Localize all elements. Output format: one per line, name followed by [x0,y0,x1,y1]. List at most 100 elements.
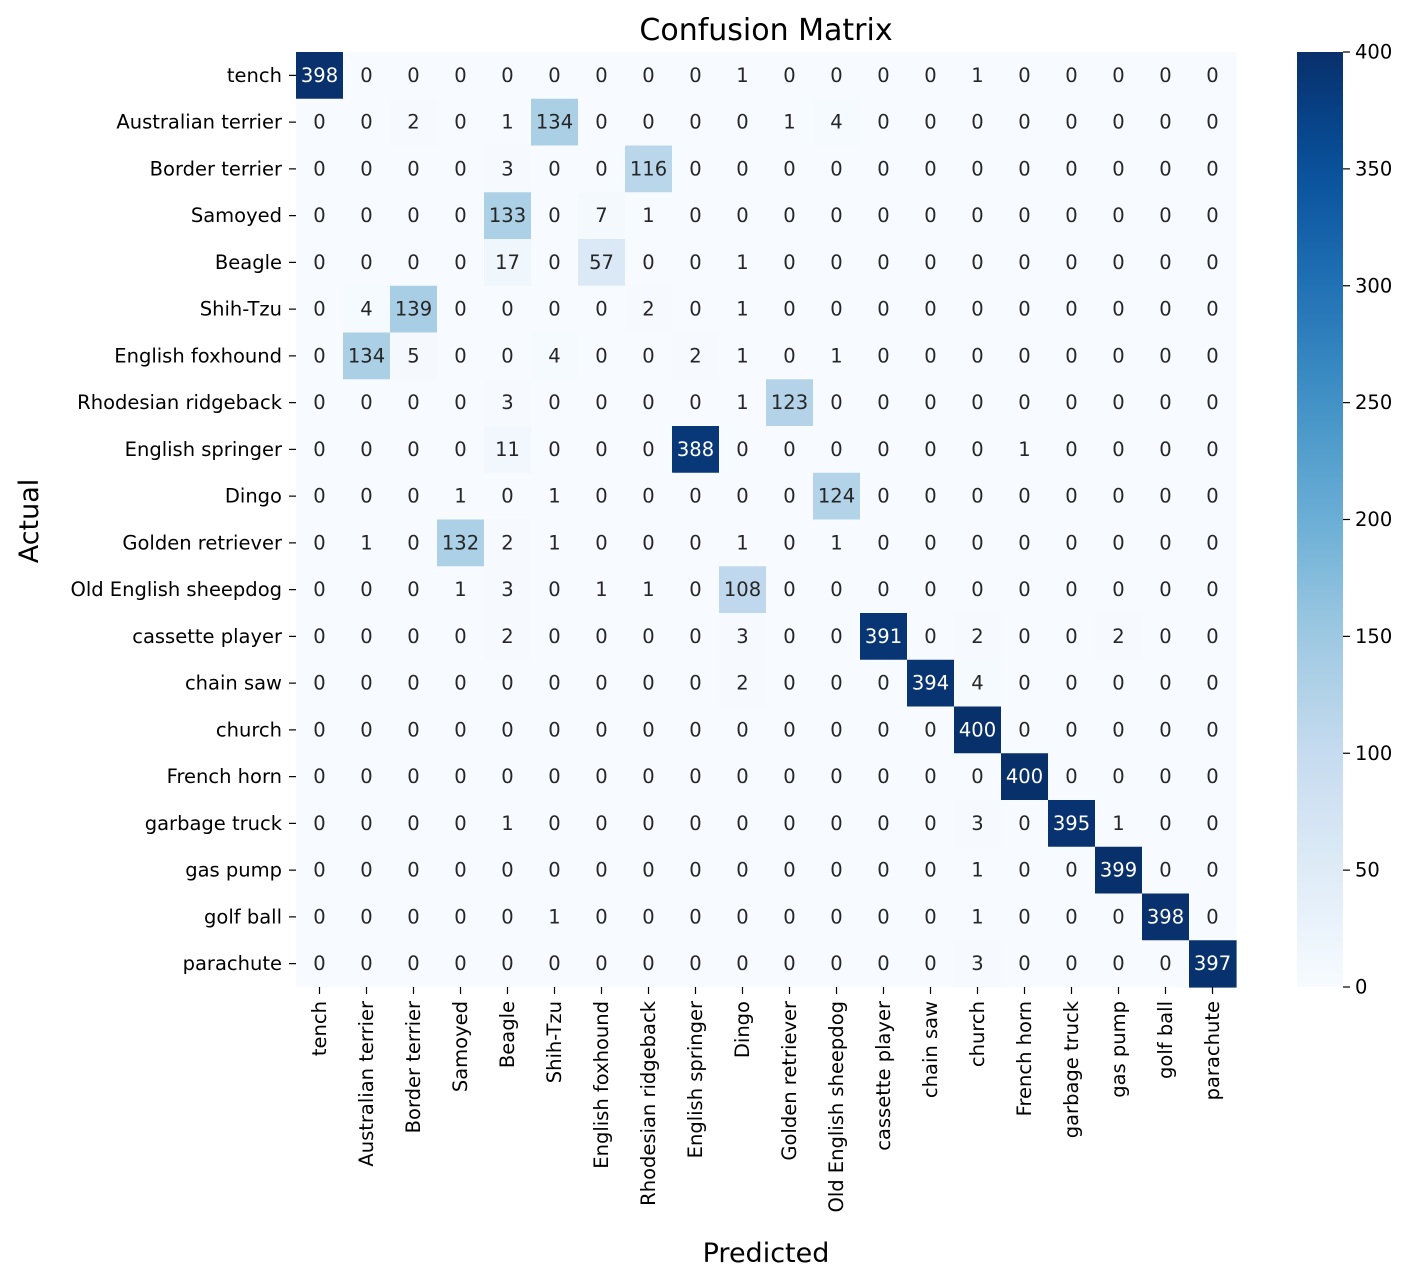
heatmap-cell [578,800,626,848]
heatmap-cell [719,753,767,801]
cell-annotation: 133 [489,204,526,227]
heatmap-cell [1189,519,1237,567]
cell-annotation: 0 [642,905,654,928]
cell-annotation: 0 [313,251,325,274]
cell-annotation: 0 [783,157,795,180]
cell-annotation: 1 [454,578,466,601]
y-tick-label: English springer [125,438,283,461]
cell-annotation: 0 [1206,438,1218,461]
cell-annotation: 395 [1053,812,1090,835]
heatmap-cell [578,566,626,614]
y-tick-label: Samoyed [191,204,282,227]
cell-annotation: 0 [501,672,513,695]
colorbar-tick-label: 50 [1355,859,1380,882]
cell-annotation: 0 [1018,204,1030,227]
heatmap-cell [437,285,485,334]
heatmap-cell [907,98,955,147]
cell-annotation: 0 [1206,859,1218,882]
cell-annotation: 0 [642,625,654,648]
heatmap-cell [578,753,626,801]
cell-annotation: 0 [689,157,701,180]
heatmap-cell [907,145,955,193]
cell-annotation: 0 [1018,812,1030,835]
cell-annotation: 0 [689,812,701,835]
cell-annotation: 0 [783,765,795,788]
cell-annotation: 0 [877,391,889,414]
cell-annotation: 1 [971,905,983,928]
cell-annotation: 0 [313,485,325,508]
cell-annotation: 0 [1206,111,1218,134]
heatmap-cell [390,659,438,708]
y-tick-label: cassette player [132,625,283,648]
heatmap-cell [1095,846,1143,895]
heatmap-cell [954,659,1002,708]
cell-annotation: 0 [736,765,748,788]
cell-annotation: 0 [595,812,607,835]
colorbar-tick-label: 350 [1355,157,1392,180]
heatmap-cell [672,426,720,474]
cell-annotation: 0 [1018,952,1030,975]
cell-annotation: 0 [360,485,372,508]
cell-annotation: 0 [924,298,936,321]
cell-annotation: 0 [736,952,748,975]
cell-annotation: 0 [595,859,607,882]
heatmap-cell [484,893,532,941]
heatmap-cell [578,426,626,474]
x-tick-label: Old English sheepdog [825,1001,848,1213]
x-tick-label: English foxhound [590,1001,613,1169]
cell-annotation: 1 [783,111,795,134]
chart-title: Confusion Matrix [639,13,892,48]
heatmap-cell [860,52,908,100]
cell-annotation: 0 [595,718,607,741]
heatmap-cell [672,893,720,941]
heatmap-cell [625,332,673,380]
cell-annotation: 0 [924,64,936,87]
y-tick-label: Australian terrier [116,111,283,134]
heatmap-cell [1001,379,1049,427]
cell-annotation: 0 [1065,251,1077,274]
cell-annotation: 0 [407,204,419,227]
cell-annotation: 0 [924,251,936,274]
heatmap-cell [578,239,626,287]
heatmap-cell [390,753,438,801]
cell-annotation: 0 [548,298,560,321]
cell-annotation: 0 [360,952,372,975]
heatmap-cell [1142,566,1190,614]
heatmap-cell [907,940,955,988]
cell-annotation: 1 [736,391,748,414]
cell-annotation: 0 [689,111,701,134]
cell-annotation: 1 [548,485,560,508]
cell-annotation: 0 [595,64,607,87]
cell-annotation: 0 [971,531,983,554]
heatmap-cell [1095,239,1143,287]
cell-annotation: 0 [642,531,654,554]
heatmap-cell [578,379,626,427]
heatmap-cell [1095,566,1143,614]
heatmap-cell [766,192,814,240]
heatmap-cell [437,332,485,380]
heatmap-cell [343,613,391,661]
cell-annotation: 0 [924,157,936,180]
cell-annotation: 0 [595,391,607,414]
heatmap-cell [625,98,673,147]
cell-annotation: 391 [865,625,902,648]
cell-annotation: 0 [1206,64,1218,87]
cell-annotation: 0 [595,111,607,134]
cell-annotation: 1 [736,344,748,367]
cell-annotation: 0 [689,765,701,788]
cell-annotation: 0 [454,204,466,227]
heatmap-cell [390,519,438,567]
x-tick-label: cassette player [872,1000,895,1151]
x-tick-label: Golden retriever [778,1000,801,1161]
heatmap-cell [813,98,861,147]
cell-annotation: 0 [454,64,466,87]
cell-annotation: 0 [736,905,748,928]
heatmap-cell [1142,472,1190,521]
cell-annotation: 0 [1018,64,1030,87]
heatmap-cell [1048,893,1096,941]
cell-annotation: 0 [642,765,654,788]
y-axis-ticks: tench Australian terrier Border terrier Sam… [70,64,296,975]
cell-annotation: 1 [548,531,560,554]
heatmap-cell [1001,800,1049,848]
heatmap-cell [484,846,532,895]
